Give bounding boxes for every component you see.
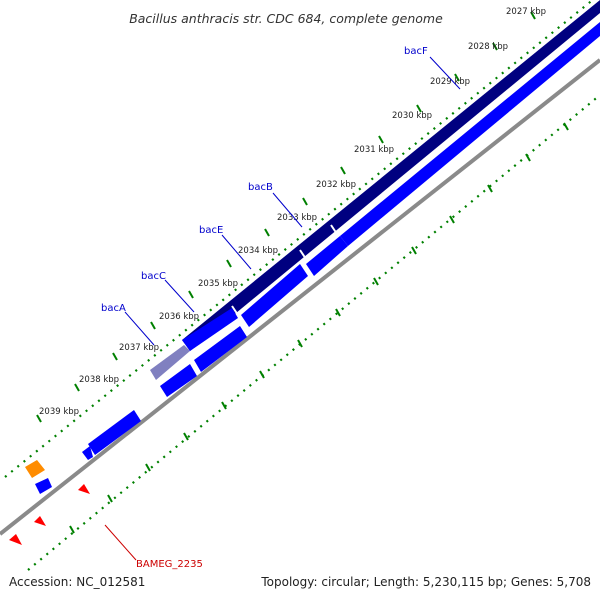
tick-label: 2037 kbp: [119, 343, 159, 353]
accession-text: Accession: NC_012581: [9, 575, 145, 589]
tick-label: 2038 kbp: [79, 375, 119, 385]
cds-arrow[interactable]: [82, 446, 93, 460]
operon-band[interactable]: [182, 0, 600, 351]
trna-feature[interactable]: [9, 534, 22, 545]
outer-major-ticks: [36, 11, 536, 423]
cds-arrow[interactable]: [306, 236, 348, 276]
cds-arrow[interactable]: [241, 264, 308, 327]
gene-label-bacF[interactable]: bacF: [404, 46, 428, 57]
bacA-leader: [124, 311, 155, 346]
bacF-leader: [429, 56, 461, 90]
gene-label-bacC[interactable]: bacC: [141, 271, 166, 282]
tick-label: 2035 kbp: [198, 279, 238, 289]
tick-label: 2028 kbp: [468, 42, 508, 52]
genome-backbone: [0, 58, 600, 536]
scale-ticks: 2027 kbp 2028 kbp 2029 kbp 2030 kbp 2031…: [39, 7, 546, 417]
tick-label: 2029 kbp: [430, 77, 470, 87]
bacB-leader: [272, 192, 303, 228]
cds-arrow[interactable]: [88, 410, 141, 455]
cds-arrow[interactable]: [340, 22, 600, 246]
map-title: Bacillus anthracis str. CDC 684, complet…: [129, 11, 443, 26]
operon-band-tail[interactable]: [150, 345, 190, 380]
gene-labels: bacF bacB bacE bacC bacA BAMEG_2235: [101, 46, 428, 570]
cds-arrow[interactable]: [194, 326, 247, 372]
inner-tick-ring: [27, 94, 600, 571]
tick-label: 2034 kbp: [238, 246, 278, 256]
tick-label: 2033 kbp: [277, 213, 317, 223]
tick-label: 2030 kbp: [392, 111, 432, 121]
tick-label: 2027 kbp: [506, 7, 546, 17]
cds-arrow[interactable]: [182, 308, 238, 351]
trna-features: [9, 484, 90, 545]
bacC-leader: [164, 279, 195, 313]
gene-label-bacE[interactable]: bacE: [199, 225, 223, 236]
gene-label-bacB[interactable]: bacB: [248, 182, 273, 193]
gene-label-bacA[interactable]: bacA: [101, 303, 126, 314]
trna-feature[interactable]: [34, 516, 46, 526]
gene-label-BAMEG_2235[interactable]: BAMEG_2235: [136, 559, 203, 570]
inner-major-ticks: [69, 122, 569, 534]
genome-summary-text: Topology: circular; Length: 5,230,115 bp…: [260, 575, 591, 589]
BAMEG_2235-leader: [104, 524, 137, 561]
outer-tick-ring: [4, 0, 595, 478]
bacE-leader: [221, 234, 252, 270]
cds-arrow[interactable]: [160, 364, 197, 397]
forward-cds-track: [35, 22, 600, 494]
tick-label: 2031 kbp: [354, 145, 394, 155]
trna-feature[interactable]: [78, 484, 90, 494]
tick-label: 2039 kbp: [39, 407, 79, 417]
tick-label: 2032 kbp: [316, 180, 356, 190]
misc-feature[interactable]: [25, 460, 45, 478]
cds-arrow-small[interactable]: [35, 478, 52, 494]
tick-label: 2036 kbp: [159, 312, 199, 322]
